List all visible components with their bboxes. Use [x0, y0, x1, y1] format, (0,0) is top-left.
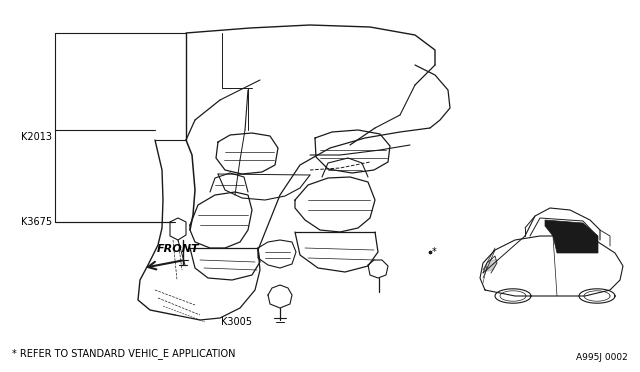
Polygon shape: [485, 260, 497, 271]
Text: FRONT: FRONT: [157, 244, 200, 254]
Text: K3005: K3005: [221, 317, 252, 327]
Text: *: *: [432, 247, 436, 257]
Text: * REFER TO STANDARD VEHIC_E APPLICATION: * REFER TO STANDARD VEHIC_E APPLICATION: [12, 348, 236, 359]
Polygon shape: [545, 220, 598, 253]
Text: A995J 0002: A995J 0002: [576, 353, 628, 362]
Text: K2013: K2013: [21, 132, 52, 142]
Text: K3675: K3675: [21, 217, 52, 227]
